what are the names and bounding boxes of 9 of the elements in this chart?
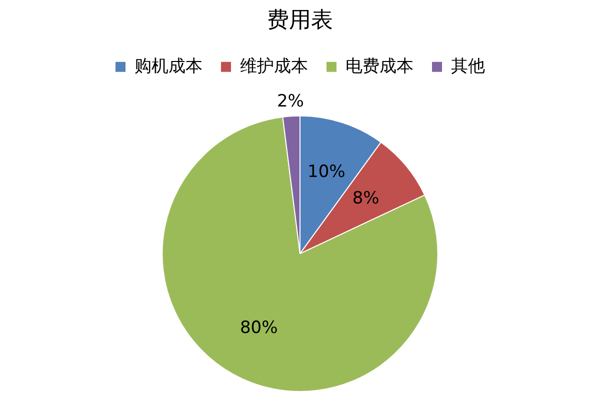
data-label: 2% — [276, 92, 304, 112]
legend-label: 其他 — [451, 56, 485, 76]
data-label: 80% — [240, 318, 278, 338]
legend-label: 维护成本 — [240, 56, 308, 76]
data-label: 8% — [352, 188, 380, 209]
chart-title: 费用表 — [267, 6, 333, 32]
data-label: 10% — [308, 162, 346, 182]
legend-label: 购机成本 — [134, 56, 202, 76]
legend-label: 电费成本 — [346, 56, 414, 76]
